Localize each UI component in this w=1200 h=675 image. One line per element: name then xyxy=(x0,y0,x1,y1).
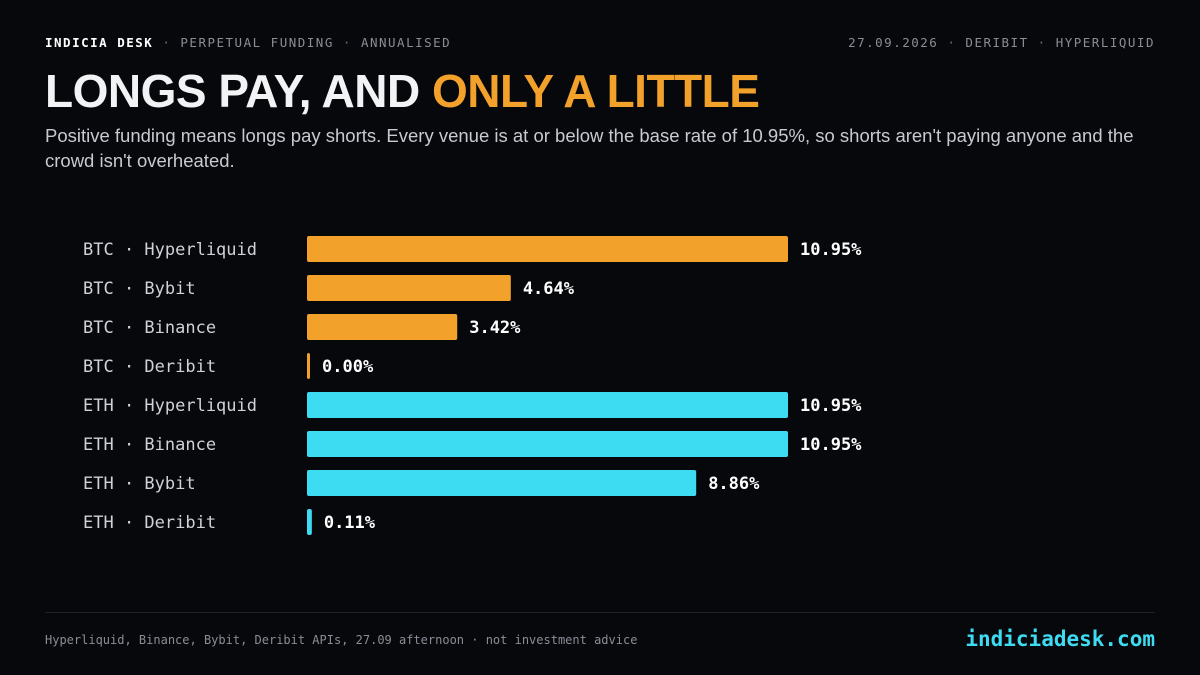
header-separator: · xyxy=(1037,34,1047,50)
header-separator: · xyxy=(342,34,352,50)
category-label: ETH · Deribit xyxy=(83,513,216,533)
category-label: ETH · Binance xyxy=(83,435,216,455)
category-label: BTC · Bybit xyxy=(83,279,196,299)
value-label: 8.86% xyxy=(708,474,760,494)
footer-divider xyxy=(45,612,1155,613)
value-label: 3.42% xyxy=(469,318,521,338)
header-subsection: ANNUALISED xyxy=(360,34,452,50)
value-label: 0.00% xyxy=(322,357,374,377)
category-label: BTC · Hyperliquid xyxy=(83,240,257,260)
category-label: BTC · Deribit xyxy=(83,357,216,377)
value-label: 10.95% xyxy=(800,240,862,260)
bar xyxy=(307,431,788,457)
category-label: ETH · Hyperliquid xyxy=(83,396,257,416)
bar xyxy=(307,236,788,262)
bar xyxy=(307,509,312,535)
header-separator: · xyxy=(947,34,957,50)
bar xyxy=(307,470,697,496)
header-source-deribit: DERIBIT xyxy=(965,34,1029,50)
title-lead: LONGS PAY, AND xyxy=(45,65,432,117)
header-bar: INDICIA DESK · PERPETUAL FUNDING · ANNUA… xyxy=(45,34,1155,50)
site-link[interactable]: indiciadesk.com xyxy=(965,627,1155,651)
bar xyxy=(307,314,458,340)
brand-name: INDICIA DESK xyxy=(45,34,154,50)
title-highlight: ONLY A LITTLE xyxy=(431,65,760,117)
footer-note: Hyperliquid, Binance, Bybit, Deribit API… xyxy=(45,633,638,647)
header-separator: · xyxy=(162,34,172,50)
category-label: ETH · Bybit xyxy=(83,474,196,494)
value-label: 0.11% xyxy=(324,513,376,533)
category-label: BTC · Binance xyxy=(83,318,216,338)
page-title: LONGS PAY, AND ONLY A LITTLE xyxy=(45,64,760,118)
value-label: 10.95% xyxy=(800,435,862,455)
funding-bar-chart: BTC · Hyperliquid 10.95% BTC · Bybit 4.64% B… xyxy=(83,236,862,535)
bar xyxy=(307,353,310,379)
header-section: PERPETUAL FUNDING xyxy=(180,34,334,50)
header-right: 27.09.2026 · DERIBIT · HYPERLIQUID xyxy=(848,35,1155,50)
page-subtitle: Positive funding means longs pay shorts.… xyxy=(45,125,1134,171)
header-source-hyperliquid: HYPERLIQUID xyxy=(1055,34,1155,50)
header-left: INDICIA DESK · PERPETUAL FUNDING · ANNUA… xyxy=(45,35,451,50)
value-label: 4.64% xyxy=(523,279,575,299)
bar xyxy=(307,392,788,418)
value-label: 10.95% xyxy=(800,396,862,416)
header-date: 27.09.2026 xyxy=(848,34,939,50)
bar xyxy=(307,275,511,301)
